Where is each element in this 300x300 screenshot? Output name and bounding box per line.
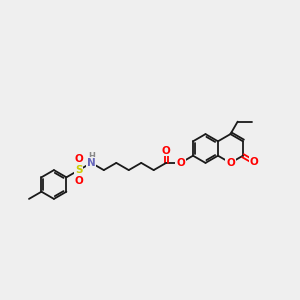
Text: O: O [74,154,83,164]
Text: H: H [88,152,95,161]
Text: S: S [75,165,82,175]
Text: O: O [250,157,259,167]
Text: N: N [87,158,96,168]
Text: H: H [88,158,95,167]
Text: O: O [162,146,170,156]
Text: O: O [176,158,185,168]
Text: O: O [74,176,83,186]
Text: O: O [226,158,235,168]
